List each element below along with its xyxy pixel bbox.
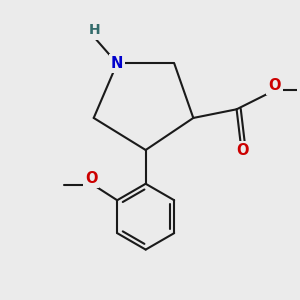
Text: O: O [268,77,281,92]
Text: O: O [236,143,249,158]
Text: N: N [111,56,123,71]
Text: O: O [85,171,98,186]
Text: H: H [89,23,100,38]
